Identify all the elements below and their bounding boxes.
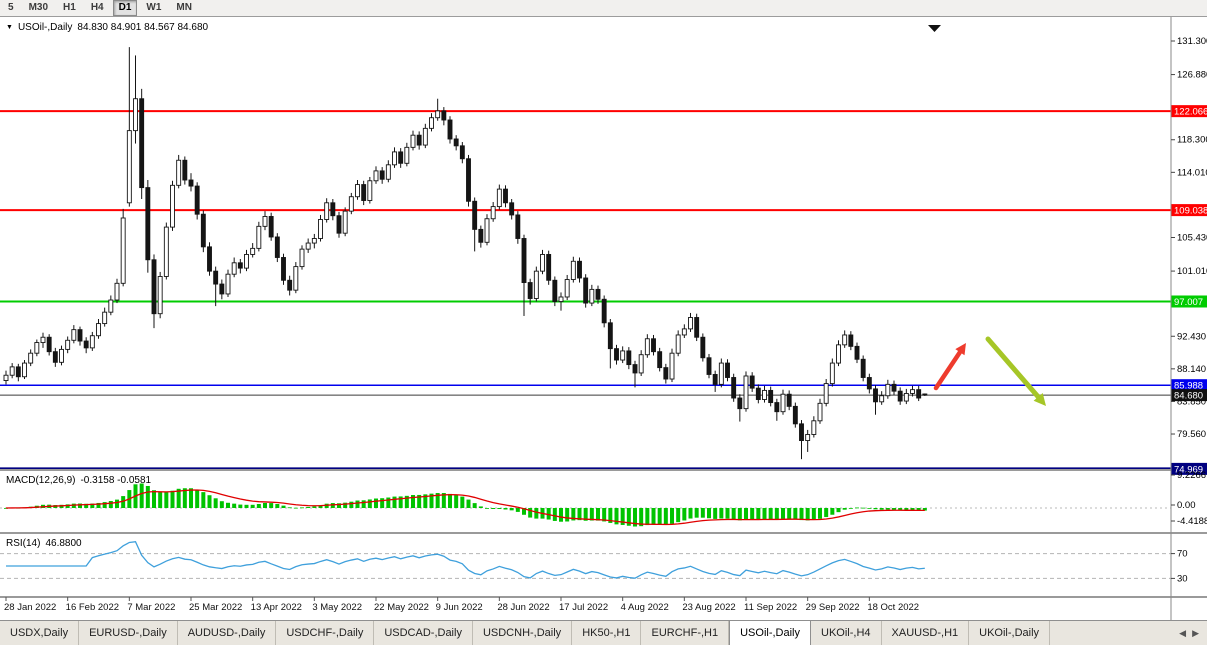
ohlc-readout: 84.830 84.901 84.567 84.680 — [77, 22, 209, 33]
svg-text:9 Jun 2022: 9 Jun 2022 — [436, 602, 483, 613]
svg-text:83.850: 83.850 — [1177, 396, 1206, 407]
chart-canvas[interactable]: 131.300 126.880 118.300 114.010 105.430 101.0… — [0, 17, 1207, 620]
svg-text:28 Jan 2022: 28 Jan 2022 — [4, 602, 56, 613]
svg-text:28 Jun 2022: 28 Jun 2022 — [497, 602, 549, 613]
macd-histogram — [4, 483, 927, 527]
tab-item-hk50-h1[interactable]: HK50-,H1 — [572, 621, 642, 645]
rsi-line — [6, 540, 925, 579]
svg-text:18 Oct 2022: 18 Oct 2022 — [867, 602, 919, 613]
svg-text:4 Aug 2022: 4 Aug 2022 — [621, 602, 669, 613]
svg-text:13 Apr 2022: 13 Apr 2022 — [251, 602, 302, 613]
svg-text:30: 30 — [1177, 573, 1188, 584]
macd-label: MACD(12,26,9) — [6, 475, 76, 486]
svg-text:22 May 2022: 22 May 2022 — [374, 602, 429, 613]
svg-text:92.430: 92.430 — [1177, 331, 1206, 342]
svg-text:11 Sep 2022: 11 Sep 2022 — [744, 602, 797, 613]
rsi-value: 46.8800 — [45, 538, 82, 549]
tab-item-usdchf-daily[interactable]: USDCHF-,Daily — [276, 621, 375, 645]
svg-text:9.2266: 9.2266 — [1177, 470, 1206, 481]
tab-scroll-controls: ◀ ▶ — [1171, 621, 1207, 645]
rsi-label: RSI(14) — [6, 538, 41, 549]
timeframe-button-H1[interactable]: H1 — [63, 2, 76, 13]
svg-text:3 May 2022: 3 May 2022 — [312, 602, 362, 613]
collapse-icon[interactable]: ▼ — [6, 24, 13, 31]
tab-item-usdx-daily[interactable]: USDX,Daily — [0, 621, 80, 645]
tab-item-eurchf-h1[interactable]: EURCHF-,H1 — [641, 621, 730, 645]
tab-item-usdcnh-daily[interactable]: USDCNH-,Daily — [473, 621, 573, 645]
timeframe-button-W1[interactable]: W1 — [146, 2, 162, 13]
svg-text:74.969: 74.969 — [1174, 464, 1203, 475]
svg-text:23 Aug 2022: 23 Aug 2022 — [682, 602, 735, 613]
svg-text:7 Mar 2022: 7 Mar 2022 — [127, 602, 175, 613]
svg-text:109.038: 109.038 — [1174, 206, 1207, 217]
timeframe-toolbar: 5 M30 H1 H4 D1 W1 MN — [0, 0, 1207, 17]
svg-text:118.300: 118.300 — [1177, 135, 1207, 146]
tab-item-usdcad-daily[interactable]: USDCAD-,Daily — [374, 621, 473, 645]
svg-text:70: 70 — [1177, 549, 1188, 560]
indicator-axis: 9.2266 0.00 -4.4188 70 30 — [1171, 470, 1207, 584]
svg-text:84.680: 84.680 — [1174, 391, 1203, 402]
svg-text:97.007: 97.007 — [1174, 297, 1203, 308]
svg-text:85.988: 85.988 — [1174, 381, 1203, 392]
tab-item-audusd-daily[interactable]: AUDUSD-,Daily — [178, 621, 277, 645]
rsi-header: RSI(14) 46.8800 — [6, 538, 82, 549]
svg-text:88.140: 88.140 — [1177, 364, 1206, 375]
tab-item-xauusd-h1[interactable]: XAUUSD-,H1 — [882, 621, 970, 645]
chart-shift-marker-icon[interactable] — [928, 25, 941, 32]
price-axis: 131.300 126.880 118.300 114.010 105.430 101.0… — [1171, 36, 1207, 475]
macd-signal-line — [5, 489, 925, 526]
timeframe-button-MN[interactable]: MN — [176, 2, 192, 13]
chart-window[interactable]: 131.300 126.880 118.300 114.010 105.430 101.0… — [0, 17, 1207, 620]
timeframe-button-D1[interactable]: D1 — [112, 0, 138, 16]
svg-text:122.066: 122.066 — [1174, 107, 1207, 118]
tab-item-ukoil-daily[interactable]: UKOil-,Daily — [969, 621, 1051, 645]
timeframe-button-5[interactable]: 5 — [8, 2, 14, 13]
svg-text:79.560: 79.560 — [1177, 429, 1206, 440]
up-arrow-annotation[interactable] — [933, 343, 966, 391]
panel-separators[interactable] — [0, 17, 1207, 620]
tab-item-usoil-daily[interactable]: USOil-,Daily — [729, 621, 812, 645]
svg-text:114.010: 114.010 — [1177, 167, 1207, 178]
symbol-title: USOil-,Daily — [17, 22, 73, 33]
svg-text:29 Sep 2022: 29 Sep 2022 — [806, 602, 860, 613]
macd-header: MACD(12,26,9) -0.3158 -0.0581 — [6, 475, 151, 486]
svg-text:131.300: 131.300 — [1177, 36, 1207, 47]
svg-text:17 Jul 2022: 17 Jul 2022 — [559, 602, 608, 613]
timeframe-button-H4[interactable]: H4 — [90, 2, 104, 13]
chart-tab-bar: USDX,Daily EURUSD-,Daily AUDUSD-,Daily USDC… — [0, 620, 1207, 645]
tab-item-ukoil-h4[interactable]: UKOil-,H4 — [811, 621, 882, 645]
svg-text:25 Mar 2022: 25 Mar 2022 — [189, 602, 242, 613]
macd-values: -0.3158 -0.0581 — [80, 475, 152, 486]
down-arrow-annotation[interactable] — [985, 336, 1046, 406]
svg-text:101.010: 101.010 — [1177, 266, 1207, 277]
symbol-header: ▼ USOil-,Daily 84.830 84.901 84.567 84.6… — [6, 22, 208, 33]
date-axis: 28 Jan 2022 16 Feb 2022 7 Mar 2022 25 Mar 2… — [4, 597, 919, 613]
tab-item-eurusd-daily[interactable]: EURUSD-,Daily — [79, 621, 178, 645]
svg-text:126.880: 126.880 — [1177, 70, 1207, 81]
tab-scroll-left-icon[interactable]: ◀ — [1179, 627, 1187, 638]
svg-text:-4.4188: -4.4188 — [1177, 516, 1207, 527]
tab-scroll-right-icon[interactable]: ▶ — [1192, 627, 1199, 638]
candlesticks — [3, 47, 928, 460]
svg-text:0.00: 0.00 — [1177, 500, 1196, 511]
timeframe-button-M30[interactable]: M30 — [28, 2, 49, 13]
svg-text:16 Feb 2022: 16 Feb 2022 — [66, 602, 119, 613]
svg-text:105.430: 105.430 — [1177, 233, 1207, 244]
